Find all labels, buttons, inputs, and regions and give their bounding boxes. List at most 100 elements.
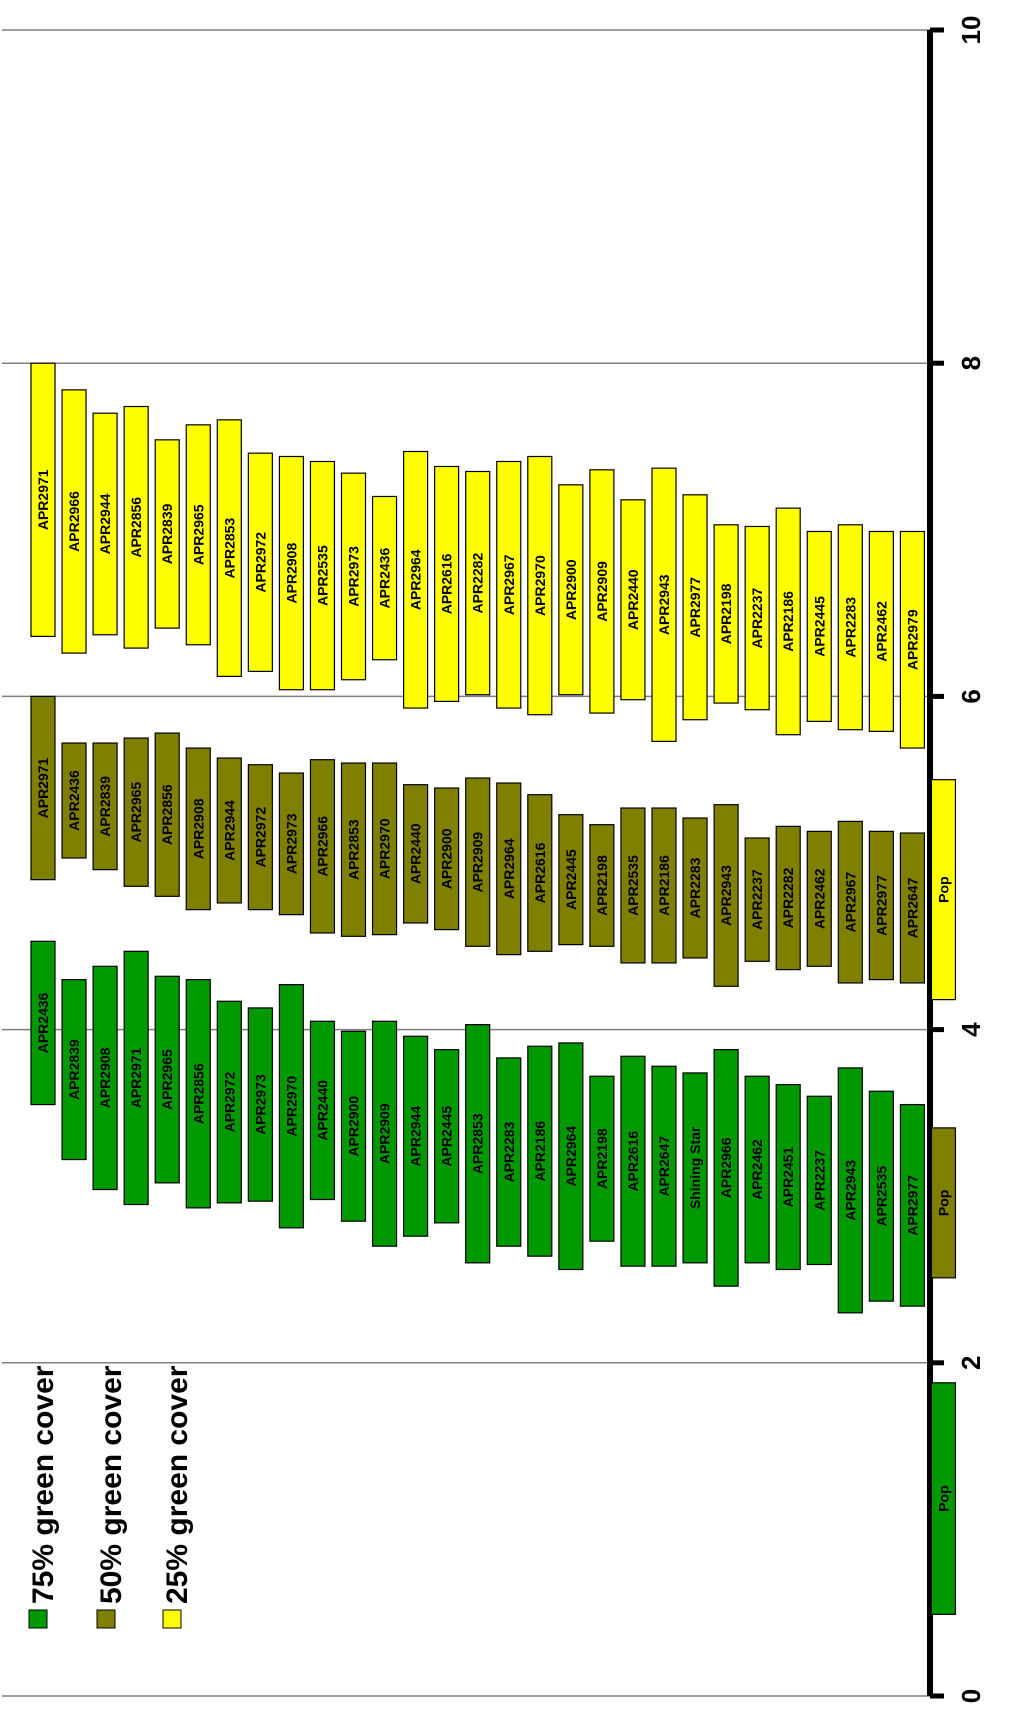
bar-rect bbox=[465, 777, 491, 947]
bar: APR2616 bbox=[434, 465, 460, 702]
bar-rect bbox=[558, 814, 584, 946]
bar-label: APR2198 bbox=[718, 583, 734, 644]
bar-rect bbox=[837, 524, 863, 731]
bar-rect bbox=[403, 450, 429, 709]
bar-label: APR2445 bbox=[439, 1106, 455, 1167]
bar: APR2971 bbox=[30, 695, 56, 881]
bar: APR2535 bbox=[620, 807, 646, 964]
bar-rect bbox=[806, 830, 832, 967]
bar-label: APR2977 bbox=[904, 1175, 920, 1236]
bar-label: APR2451 bbox=[780, 1146, 796, 1207]
bar: APR2440 bbox=[309, 1020, 336, 1201]
bar-label: APR2966 bbox=[718, 1137, 734, 1198]
bar: APR2966 bbox=[713, 1048, 739, 1287]
bar-rect bbox=[651, 467, 677, 742]
bar-rect bbox=[806, 1095, 832, 1266]
bar-rect bbox=[185, 979, 211, 1209]
bar-label: APR2965 bbox=[190, 504, 206, 565]
bar-rect bbox=[278, 455, 304, 691]
bar: Pop bbox=[930, 1382, 957, 1615]
bar-label: APR2966 bbox=[66, 491, 82, 552]
bar-label: APR2977 bbox=[687, 577, 703, 638]
bar-label: APR2462 bbox=[749, 1139, 765, 1200]
bar-label: APR2909 bbox=[594, 561, 610, 622]
bar-rect bbox=[309, 460, 336, 691]
bar: APR2908 bbox=[278, 455, 304, 691]
bar-rect bbox=[868, 830, 894, 981]
bar-label: APR2616 bbox=[439, 553, 455, 614]
legend-swatch bbox=[162, 1609, 182, 1629]
bar-label: APR2908 bbox=[97, 1047, 113, 1108]
bar: APR2964 bbox=[558, 1042, 584, 1271]
bar-label: APR2186 bbox=[780, 591, 796, 652]
bar: APR2445 bbox=[806, 530, 832, 722]
bar-label: APR2445 bbox=[563, 849, 579, 910]
bar-label: APR2973 bbox=[346, 546, 362, 607]
bar-label: APR2965 bbox=[128, 782, 144, 843]
bar: APR2283 bbox=[837, 524, 863, 731]
bar-label: APR2973 bbox=[252, 1074, 268, 1135]
bar-label: APR2839 bbox=[66, 1039, 82, 1100]
bar-label: APR2237 bbox=[749, 588, 765, 649]
bar-label: APR2535 bbox=[625, 855, 641, 916]
bar-label: APR2647 bbox=[656, 1136, 672, 1197]
bar-rect bbox=[61, 979, 87, 1161]
bar-rect bbox=[465, 470, 491, 696]
tick-label: 0 bbox=[956, 1689, 986, 1703]
bar: APR2966 bbox=[61, 389, 87, 654]
bar-label: APR2971 bbox=[35, 469, 51, 530]
bar: APR2853 bbox=[465, 1024, 491, 1264]
bar-rect bbox=[434, 465, 460, 702]
bar: APR2900 bbox=[340, 1030, 367, 1222]
bar-label: APR2440 bbox=[314, 1080, 330, 1141]
bar: APR2186 bbox=[527, 1045, 553, 1257]
bar-rect bbox=[899, 1103, 926, 1307]
bar: APR2198 bbox=[589, 824, 615, 947]
bar-rect bbox=[682, 1072, 708, 1264]
bar: APR2965 bbox=[123, 737, 149, 887]
bar: APR2282 bbox=[465, 470, 491, 696]
bar: Pop bbox=[930, 779, 957, 1001]
bar-label: APR2436 bbox=[377, 548, 393, 609]
bar-rect bbox=[589, 1075, 615, 1242]
bar-label: APR2966 bbox=[314, 816, 330, 877]
bar-rect bbox=[620, 807, 646, 964]
bar-label: APR2462 bbox=[873, 601, 889, 662]
bar-label: APR2900 bbox=[563, 559, 579, 620]
bar: APR2436 bbox=[61, 742, 87, 859]
bar-label: APR2283 bbox=[501, 1121, 517, 1182]
bar-rect bbox=[682, 494, 708, 721]
bar-label: Pop bbox=[935, 1190, 951, 1216]
bar: APR2440 bbox=[620, 499, 646, 701]
bar-rect bbox=[899, 530, 926, 749]
bar-rect bbox=[868, 530, 894, 732]
bar-label: APR2186 bbox=[656, 855, 672, 916]
bar: APR2944 bbox=[403, 1035, 429, 1237]
bar-label: APR2282 bbox=[470, 553, 486, 614]
bar-label: APR2964 bbox=[563, 1126, 579, 1187]
bar-label: APR2440 bbox=[625, 569, 641, 630]
bar: APR2909 bbox=[589, 469, 615, 714]
bar-rect bbox=[775, 507, 801, 736]
bar: APR2237 bbox=[806, 1095, 832, 1266]
bar-label: APR2853 bbox=[470, 1113, 486, 1174]
bar-rect bbox=[527, 455, 553, 716]
bar-rect bbox=[216, 1000, 242, 1204]
bar-label: APR2943 bbox=[656, 574, 672, 635]
bar: APR2839 bbox=[61, 979, 87, 1161]
bar-label: APR2462 bbox=[811, 868, 827, 929]
bar: APR2283 bbox=[682, 817, 708, 959]
bar-label: APR2964 bbox=[501, 838, 517, 899]
bar-rect bbox=[465, 1024, 491, 1264]
bar: APR2979 bbox=[899, 530, 926, 749]
bar-rect bbox=[247, 452, 273, 673]
legend-entry: 75% green cover bbox=[27, 1365, 60, 1629]
bar: APR2198 bbox=[713, 524, 739, 704]
bars: APR2436 APR2839 APR2908 APR2971 APR2965 APR28… bbox=[30, 362, 957, 1615]
bar-label: APR2900 bbox=[346, 1096, 362, 1157]
bar-rect bbox=[185, 424, 211, 646]
legend-entry: 25% green cover bbox=[161, 1365, 194, 1629]
tick-label: 8 bbox=[956, 356, 986, 370]
bar-rect bbox=[340, 762, 367, 937]
bar-rect bbox=[744, 1075, 770, 1264]
